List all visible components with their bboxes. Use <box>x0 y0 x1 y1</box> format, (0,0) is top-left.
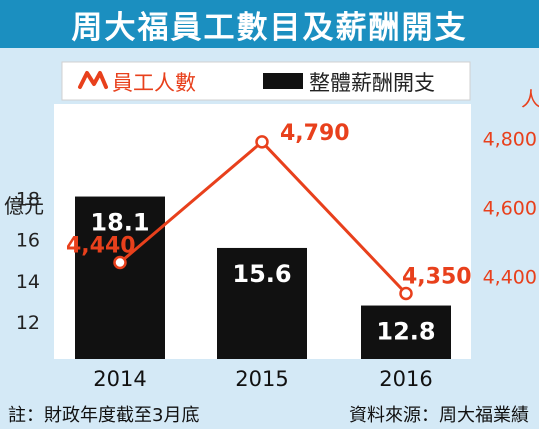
footer: 註：財政年度截至3月底 資料來源：周大福業績 <box>0 397 539 429</box>
right-axis: 4,400 4,600 4,800 <box>483 128 537 288</box>
x-axis-band <box>0 359 539 397</box>
line-series: 4,440 4,790 4,350 <box>66 121 472 301</box>
right-tick-label: 4,800 <box>483 128 537 150</box>
left-axis-unit: 億元 <box>4 194 44 218</box>
left-tick-label: 16 <box>16 230 40 252</box>
bar-series: 18.1 15.6 12.8 <box>75 196 451 359</box>
x-tick-label: 2014 <box>93 367 146 391</box>
line-point <box>113 255 127 270</box>
bar-legend-swatch <box>263 73 303 89</box>
line-value-label: 4,350 <box>402 265 472 290</box>
line-point <box>399 286 413 301</box>
x-axis: 2014 2015 2016 <box>93 367 432 391</box>
title-bar: 周大福員工數目及薪酬開支 <box>0 0 539 48</box>
legend-box <box>61 61 471 101</box>
footer-source: 資料來源：周大福業績 <box>349 405 529 426</box>
x-tick-label: 2015 <box>235 367 288 391</box>
right-axis-unit: 人 <box>521 87 539 111</box>
bar-value-label: 12.8 <box>376 318 435 346</box>
bar-value-label: 18.1 <box>90 209 149 237</box>
line-value-label: 4,440 <box>66 234 136 259</box>
chart-title: 周大福員工數目及薪酬開支 <box>71 9 468 46</box>
line-value-label: 4,790 <box>280 121 350 146</box>
legend: 員工人數 整體薪酬開支 <box>61 61 471 101</box>
bar <box>361 305 451 359</box>
bar-legend-label: 整體薪酬開支 <box>309 71 435 95</box>
line-legend-icon <box>78 71 108 89</box>
bar <box>75 196 165 359</box>
right-tick-label: 4,400 <box>483 266 537 288</box>
left-tick-label: 18 <box>16 189 40 211</box>
footer-note: 註：財政年度截至3月底 <box>8 405 200 426</box>
line-legend-label: 員工人數 <box>112 71 196 95</box>
left-tick-label: 12 <box>16 312 40 334</box>
x-tick-label: 2016 <box>379 367 432 391</box>
line-point <box>255 135 269 149</box>
bar <box>217 247 307 359</box>
bar-value-label: 15.6 <box>232 260 291 288</box>
left-axis: 12 14 16 18 <box>16 189 40 334</box>
left-tick-label: 14 <box>16 271 40 293</box>
right-tick-label: 4,600 <box>483 197 537 219</box>
